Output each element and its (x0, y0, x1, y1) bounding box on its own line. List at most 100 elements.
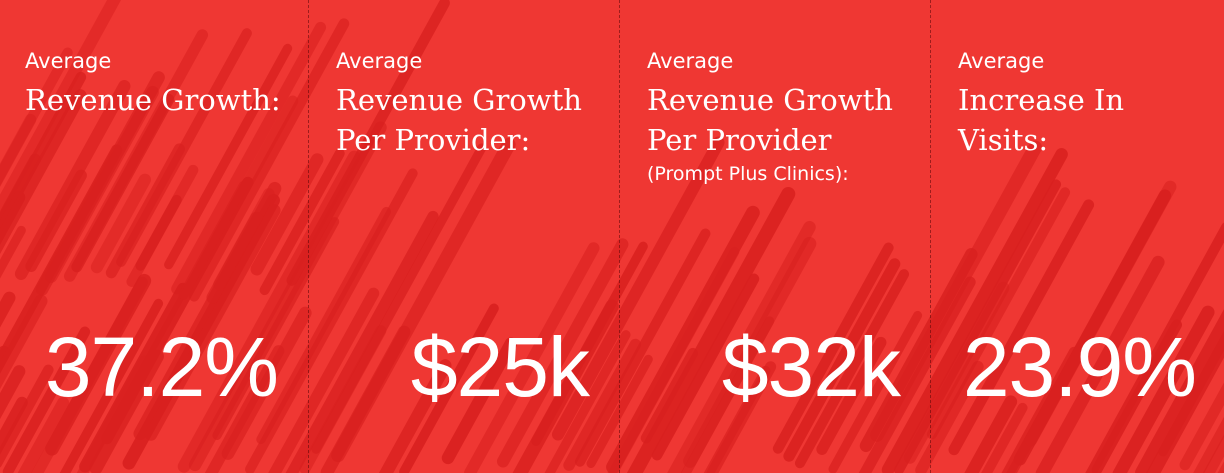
stat-prefix: Average (647, 49, 734, 73)
stripe-line (496, 238, 629, 468)
stripe-line (25, 169, 87, 273)
stat-revenue-growth-prompt-plus: Average Revenue Growth Per Provider (Pro… (619, 0, 930, 473)
stat-prefix: Average (336, 49, 423, 73)
stripe-line (1024, 180, 1177, 447)
stat-title-line: Per Provider: (336, 123, 531, 157)
stat-title: Increase In Visits: (958, 80, 1224, 160)
stripe-line (0, 89, 87, 255)
stat-value: 37.2% (44, 320, 279, 414)
stripe-line (135, 194, 182, 271)
stripe-line (881, 148, 1068, 473)
stripe-line (250, 153, 324, 276)
stripe-line (1091, 319, 1182, 473)
stat-title-line: Revenue Growth: (25, 83, 281, 117)
stripe-line (531, 241, 648, 446)
stripe-line (79, 282, 189, 473)
stripe-line (544, 330, 631, 473)
stat-prefix: Average (958, 49, 1045, 73)
stripe-line (164, 43, 293, 270)
stripe-line (1158, 331, 1224, 457)
stripe-line (0, 225, 26, 279)
stripe-line (783, 258, 901, 462)
stripe-line (116, 28, 252, 267)
stripe-line (0, 294, 48, 390)
stripe-line (464, 242, 600, 473)
stripe-line (574, 228, 711, 467)
stat-value: $32k (721, 320, 901, 414)
stripe-line (551, 136, 725, 441)
stat-title: Revenue Growth Per Provider (Prompt Plus… (647, 80, 932, 188)
stripe-line (441, 337, 518, 465)
stripe-line (17, 396, 70, 473)
stripe-line (1179, 382, 1224, 471)
stat-increase-in-visits: Average Increase In Visits: 23.9% (930, 0, 1224, 473)
stat-title-line: Revenue Growth (336, 83, 582, 117)
stripe-line (144, 204, 281, 441)
stripe-line (1135, 309, 1224, 473)
stat-title-line: Visits: (958, 123, 1049, 157)
stripe-line (188, 18, 350, 302)
stripe-line (563, 338, 642, 471)
stripe-line (0, 365, 26, 420)
stat-revenue-growth: Average Revenue Growth: 37.2% (0, 0, 308, 473)
stripe-line (1112, 305, 1215, 473)
stripe-line (816, 336, 887, 455)
stat-prefix: Average (25, 49, 112, 73)
stat-title-line: Revenue Growth (647, 83, 893, 117)
stripe-line (870, 140, 1043, 442)
stripe-line (651, 273, 760, 461)
stat-value: $25k (410, 320, 590, 414)
stat-title: Revenue Growth: (25, 80, 310, 120)
stripe-line (794, 269, 910, 469)
stripe-line (268, 287, 380, 473)
stripe-line (981, 402, 1028, 473)
stat-title-line: Per Provider (647, 123, 832, 157)
stripe-line (828, 310, 923, 473)
stripe-line (626, 187, 796, 473)
stripe-line (259, 148, 345, 296)
stripe-line (903, 281, 1010, 464)
stripe-line (45, 85, 159, 283)
stripe-line (256, 206, 391, 445)
stripe-line (2, 326, 91, 473)
stripe-line (0, 396, 28, 455)
stripe-line (772, 242, 894, 454)
stripe-line (0, 71, 87, 236)
stripe-line (171, 21, 327, 295)
stripe-line (286, 0, 450, 286)
stripe-line (640, 347, 699, 444)
stat-note: (Prompt Plus Clinics): (647, 163, 849, 185)
stripe-line (926, 187, 1071, 440)
stat-title: Revenue Growth Per Provider: (336, 80, 621, 160)
stripe-line (213, 188, 275, 291)
stripe-line (90, 173, 151, 274)
stripe-line (221, 306, 312, 460)
stat-title-line: Increase In (958, 83, 1125, 117)
stripe-line (964, 395, 1018, 473)
stripe-line (378, 359, 452, 473)
stripe-line (59, 298, 164, 473)
stripe-line (706, 361, 777, 473)
stripe-line (606, 205, 760, 473)
stripe-line (331, 137, 516, 463)
stat-value: 23.9% (962, 320, 1197, 414)
stripe-line (399, 303, 499, 473)
stripe-line (196, 95, 299, 272)
stat-revenue-growth-per-provider: Average Revenue Growth Per Provider: $25… (308, 0, 619, 473)
stripe-line (0, 364, 54, 468)
stripe-line (683, 236, 817, 468)
stripe-line (311, 143, 487, 454)
stripe-line (71, 93, 175, 273)
stripe-line (0, 113, 37, 188)
stripe-line (1035, 255, 1165, 473)
stripe-line (948, 199, 1095, 456)
stripe-line (45, 273, 152, 456)
stripe-line (667, 220, 816, 473)
stripe-line (858, 276, 976, 473)
stripe-line (1193, 416, 1224, 473)
stripe-line (212, 217, 340, 440)
